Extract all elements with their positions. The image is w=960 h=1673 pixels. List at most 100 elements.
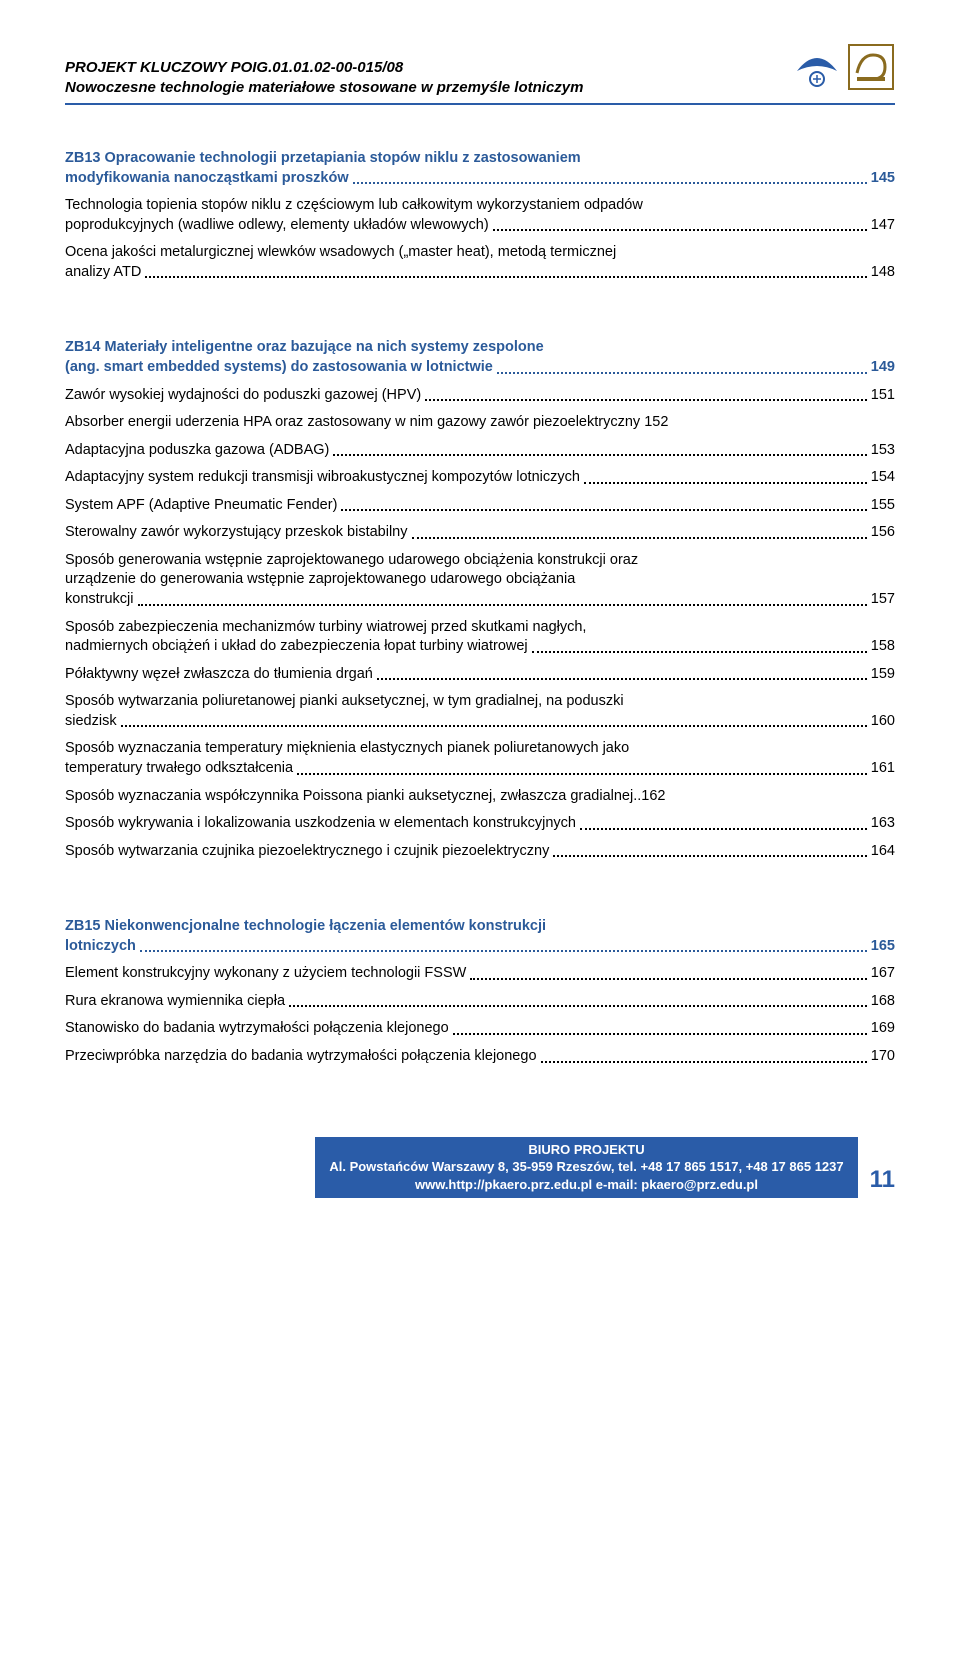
toc-page: 147 bbox=[871, 216, 895, 236]
toc-dots bbox=[145, 276, 867, 278]
toc-text-line: Sposób zabezpieczenia mechanizmów turbin… bbox=[65, 618, 895, 638]
footer-contact-box: BIURO PROJEKTU Al. Powstańców Warszawy 8… bbox=[315, 1137, 857, 1199]
toc-dots bbox=[580, 828, 867, 830]
toc-entry: Sposób wykrywania i lokalizowania uszkod… bbox=[65, 814, 895, 834]
toc-entry: Stanowisko do badania wytrzymałości połą… bbox=[65, 1019, 895, 1039]
toc-dots bbox=[333, 454, 866, 456]
toc-page: 159 bbox=[871, 665, 895, 685]
toc-page: 161 bbox=[871, 759, 895, 779]
toc-text: Stanowisko do badania wytrzymałości połą… bbox=[65, 1019, 449, 1039]
toc-dots bbox=[453, 1033, 867, 1035]
toc-page: 164 bbox=[871, 842, 895, 862]
toc-page: 158 bbox=[871, 637, 895, 657]
section-spacer bbox=[65, 290, 895, 330]
toc-page: 169 bbox=[871, 1019, 895, 1039]
zb15-title: ZB15 Niekonwencjonalne technologie łącze… bbox=[65, 917, 895, 956]
zb14-title: ZB14 Materiały inteligentne oraz bazując… bbox=[65, 338, 895, 377]
toc-dots bbox=[541, 1061, 867, 1063]
toc-dots bbox=[121, 725, 867, 727]
toc-page: 155 bbox=[871, 496, 895, 516]
toc-dots bbox=[297, 773, 867, 775]
footer-line3: www.http://pkaero.prz.edu.pl e-mail: pka… bbox=[329, 1176, 843, 1194]
section-zb14: ZB14 Materiały inteligentne oraz bazując… bbox=[65, 338, 895, 861]
toc-entry: Ocena jakości metalurgicznej wlewków wsa… bbox=[65, 243, 895, 282]
document-page: PROJEKT KLUCZOWY POIG.01.01.02-00-015/08… bbox=[0, 0, 960, 1218]
toc-text-line: siedzisk bbox=[65, 712, 117, 732]
toc-page: 156 bbox=[871, 523, 895, 543]
toc-entry: Adaptacyjny system redukcji transmisji w… bbox=[65, 468, 895, 488]
zb14-title-line1: ZB14 Materiały inteligentne oraz bazując… bbox=[65, 338, 895, 358]
section-spacer bbox=[65, 869, 895, 909]
toc-text-line: nadmiernych obciążeń i układ do zabezpie… bbox=[65, 637, 528, 657]
zb14-title-line2: (ang. smart embedded systems) do zastoso… bbox=[65, 358, 493, 378]
toc-dots bbox=[353, 182, 867, 184]
toc-page: 167 bbox=[871, 964, 895, 984]
toc-page: 168 bbox=[871, 992, 895, 1012]
toc-dots bbox=[493, 229, 867, 231]
section-zb15: ZB15 Niekonwencjonalne technologie łącze… bbox=[65, 917, 895, 1066]
toc-page: 160 bbox=[871, 712, 895, 732]
zb13-title-page: 145 bbox=[871, 169, 895, 189]
toc-entry: Półaktywny węzeł zwłaszcza do tłumienia … bbox=[65, 665, 895, 685]
toc-text-line: Sposób wytwarzania poliuretanowej pianki… bbox=[65, 692, 895, 712]
toc-text-line: Technologia topienia stopów niklu z częś… bbox=[65, 196, 895, 216]
toc-text-line: konstrukcji bbox=[65, 590, 134, 610]
toc-dots bbox=[377, 678, 867, 680]
toc-text: Sposób wytwarzania czujnika piezoelektry… bbox=[65, 842, 549, 862]
zb15-title-page: 165 bbox=[871, 937, 895, 957]
toc-text-line: Ocena jakości metalurgicznej wlewków wsa… bbox=[65, 243, 895, 263]
toc-text: Element konstrukcyjny wykonany z użyciem… bbox=[65, 964, 466, 984]
toc-text: Adaptacyjny system redukcji transmisji w… bbox=[65, 468, 580, 488]
toc-entry: Sterowalny zawór wykorzystujący przeskok… bbox=[65, 523, 895, 543]
toc-text-line: analizy ATD bbox=[65, 263, 141, 283]
toc-text-line: temperatury trwałego odkształcenia bbox=[65, 759, 293, 779]
section-zb13: ZB13 Opracowanie technologii przetapiani… bbox=[65, 149, 895, 282]
header-title-line2: Nowoczesne technologie materiałowe stoso… bbox=[65, 78, 895, 98]
toc-page: 151 bbox=[871, 386, 895, 406]
zb15-title-line1: ZB15 Niekonwencjonalne technologie łącze… bbox=[65, 917, 895, 937]
toc-entry: Sposób zabezpieczenia mechanizmów turbin… bbox=[65, 618, 895, 657]
header-logos bbox=[793, 43, 895, 91]
toc-text: System APF (Adaptive Pneumatic Fender) bbox=[65, 496, 337, 516]
toc-entry: Rura ekranowa wymiennika ciepła 168 bbox=[65, 992, 895, 1012]
footer-line1: BIURO PROJEKTU bbox=[329, 1141, 843, 1159]
toc-page: 163 bbox=[871, 814, 895, 834]
toc-text-line: urządzenie do generowania wstępnie zapro… bbox=[65, 570, 895, 590]
toc-entry: Sposób generowania wstępnie zaprojektowa… bbox=[65, 551, 895, 610]
toc-text: Sposób wyznaczania współczynnika Poisson… bbox=[65, 787, 633, 807]
toc-dots bbox=[289, 1005, 867, 1007]
toc-text: Rura ekranowa wymiennika ciepła bbox=[65, 992, 285, 1012]
toc-text: Absorber energii uderzenia HPA oraz zast… bbox=[65, 413, 640, 433]
header-title-line1: PROJEKT KLUCZOWY POIG.01.01.02-00-015/08 bbox=[65, 58, 895, 78]
page-header: PROJEKT KLUCZOWY POIG.01.01.02-00-015/08… bbox=[65, 58, 895, 105]
zb13-title: ZB13 Opracowanie technologii przetapiani… bbox=[65, 149, 895, 188]
toc-page: 170 bbox=[871, 1047, 895, 1067]
toc-text: Adaptacyjna poduszka gazowa (ADBAG) bbox=[65, 441, 329, 461]
toc-text: Półaktywny węzeł zwłaszcza do tłumienia … bbox=[65, 665, 373, 685]
toc-text-line: Sposób wyznaczania temperatury mięknieni… bbox=[65, 739, 895, 759]
zb13-title-line2: modyfikowania nanocząstkami proszków bbox=[65, 169, 349, 189]
toc-dots bbox=[532, 651, 867, 653]
toc-entry: Sposób wytwarzania poliuretanowej pianki… bbox=[65, 692, 895, 731]
toc-dots bbox=[140, 950, 867, 952]
toc-page: 153 bbox=[871, 441, 895, 461]
zb14-title-page: 149 bbox=[871, 358, 895, 378]
toc-entry: Absorber energii uderzenia HPA oraz zast… bbox=[65, 413, 895, 433]
toc-dots bbox=[412, 537, 867, 539]
toc-text-line: poprodukcyjnych (wadliwe odlewy, element… bbox=[65, 216, 489, 236]
toc-dots bbox=[341, 509, 866, 511]
toc-dots bbox=[138, 604, 867, 606]
toc-entry: Sposób wyznaczania współczynnika Poisson… bbox=[65, 787, 895, 807]
toc-entry: Sposób wytwarzania czujnika piezoelektry… bbox=[65, 842, 895, 862]
zb15-title-line2: lotniczych bbox=[65, 937, 136, 957]
toc-entry: Technologia topienia stopów niklu z częś… bbox=[65, 196, 895, 235]
aeronet-logo-icon bbox=[793, 43, 841, 91]
toc-text: Sposób wykrywania i lokalizowania uszkod… bbox=[65, 814, 576, 834]
toc-dots bbox=[497, 372, 867, 374]
toc-dots bbox=[425, 399, 867, 401]
toc-text-line: Sposób generowania wstępnie zaprojektowa… bbox=[65, 551, 895, 571]
toc-text: Sterowalny zawór wykorzystujący przeskok… bbox=[65, 523, 408, 543]
footer-line2: Al. Powstańców Warszawy 8, 35-959 Rzeszó… bbox=[329, 1158, 843, 1176]
toc-entry: Sposób wyznaczania temperatury mięknieni… bbox=[65, 739, 895, 778]
toc-entry: Zawór wysokiej wydajności do poduszki ga… bbox=[65, 386, 895, 406]
